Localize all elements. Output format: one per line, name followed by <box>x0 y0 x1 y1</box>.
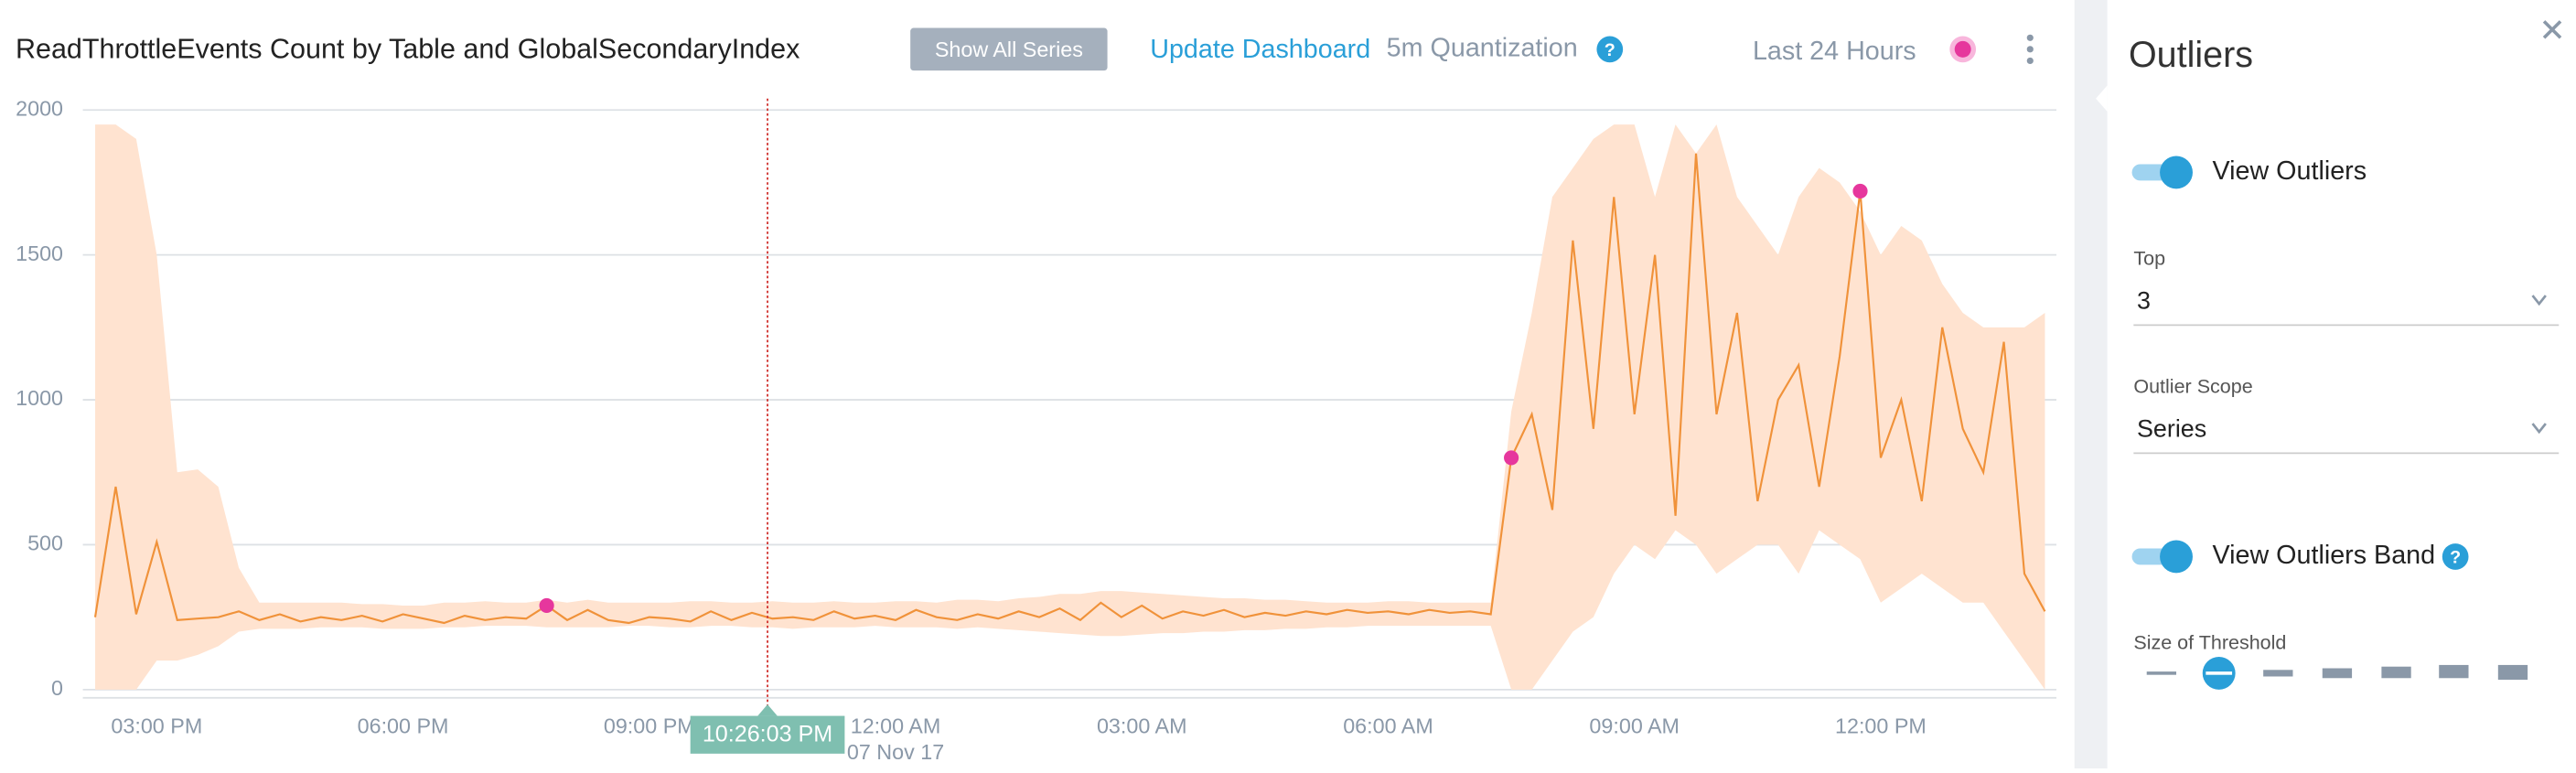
y-tick-label: 1500 <box>16 242 63 265</box>
field-label: Outlier Scope <box>2133 375 2252 397</box>
x-tick-label: 09:00 AM <box>1589 714 1680 737</box>
threshold-option[interactable] <box>2497 664 2528 681</box>
panel-pointer <box>2096 85 2108 113</box>
x-tick-label: 09:00 PM <box>604 714 695 737</box>
y-tick-label: 0 <box>51 676 63 700</box>
view-outliers-toggle[interactable] <box>2131 156 2193 189</box>
threshold-option[interactable] <box>2381 666 2411 679</box>
outlier-point <box>1504 450 1519 466</box>
x-date-label: 07 Nov 17 <box>847 740 944 764</box>
band-help[interactable]: ? <box>2442 543 2469 570</box>
threshold-option[interactable] <box>2439 664 2469 679</box>
x-tick-label: 12:00 PM <box>1835 714 1927 737</box>
top-select[interactable]: 3 <box>2133 286 2560 327</box>
toggle-knob <box>2160 540 2193 574</box>
cursor-label-bg <box>690 715 845 754</box>
threshold-options <box>2146 656 2528 690</box>
time-range[interactable]: Last 24 Hours <box>1753 37 1916 66</box>
scope-select[interactable]: Series <box>2133 414 2560 455</box>
threshold-option[interactable] <box>2263 670 2293 677</box>
show-all-button[interactable]: Show All Series <box>910 27 1108 71</box>
update-dashboard[interactable]: Update Dashboard <box>1150 35 1370 64</box>
outlier-indicator[interactable] <box>1949 36 1977 63</box>
chart: 0 500 1000 1500 2000 03:00 PM 06:00 PM 09:00 PM… <box>16 96 2056 764</box>
field-label: Size of Threshold <box>2133 631 2286 653</box>
outlier-point <box>539 597 554 614</box>
x-tick-label: 12:00 AM <box>851 714 941 737</box>
view-band-toggle[interactable] <box>2131 540 2193 574</box>
x-tick-label: 03:00 PM <box>111 714 202 737</box>
indicator-dot <box>1954 40 1971 58</box>
threshold-option[interactable] <box>2146 671 2177 675</box>
menu-dot <box>2026 46 2034 53</box>
chevron <box>2531 423 2547 435</box>
outlier-band <box>95 124 2045 690</box>
panel-title: Outliers <box>2129 35 2253 75</box>
select-value: Series <box>2137 414 2206 442</box>
x-tick-label: 06:00 AM <box>1343 714 1433 737</box>
y-tick-label: 1000 <box>16 386 63 410</box>
help-button[interactable]: ? <box>1596 36 1624 63</box>
quantization[interactable]: 5m Quantization <box>1387 33 1578 62</box>
outlier-point <box>1852 183 1868 199</box>
threshold-selected-mark <box>2206 671 2233 675</box>
series-line <box>93 153 2046 625</box>
menu-dot <box>2026 57 2034 64</box>
x-tick-label: 06:00 PM <box>358 714 449 737</box>
cursor-pointer <box>757 704 778 716</box>
cursor-label: 10:26:03 PM <box>703 722 832 747</box>
x-tick-label: 03:00 AM <box>1097 714 1187 737</box>
close-button[interactable] <box>2542 20 2562 39</box>
threshold-option[interactable] <box>2322 668 2353 679</box>
chevron <box>2531 295 2547 306</box>
y-tick-label: 500 <box>27 531 63 555</box>
field-label: Top <box>2133 247 2165 269</box>
help-circle <box>1596 36 1624 63</box>
help-mark: ? <box>2450 547 2461 567</box>
panel-divider <box>2074 0 2108 768</box>
chart-title: ReadThrottleEvents Count by Table and Gl… <box>16 34 800 65</box>
help-mark: ? <box>1605 40 1615 60</box>
button-label: Show All Series <box>935 38 1083 61</box>
toggle-label: View Outliers <box>2213 156 2367 186</box>
more-menu[interactable] <box>2026 34 2034 64</box>
toggle-label: View Outliers Band <box>2213 541 2436 570</box>
select-value: 3 <box>2137 286 2151 314</box>
button-bg <box>910 27 1108 71</box>
toggle-knob <box>2160 156 2193 189</box>
menu-dot <box>2026 34 2034 41</box>
help-circle <box>2442 543 2469 570</box>
y-tick-label: 2000 <box>16 96 63 120</box>
